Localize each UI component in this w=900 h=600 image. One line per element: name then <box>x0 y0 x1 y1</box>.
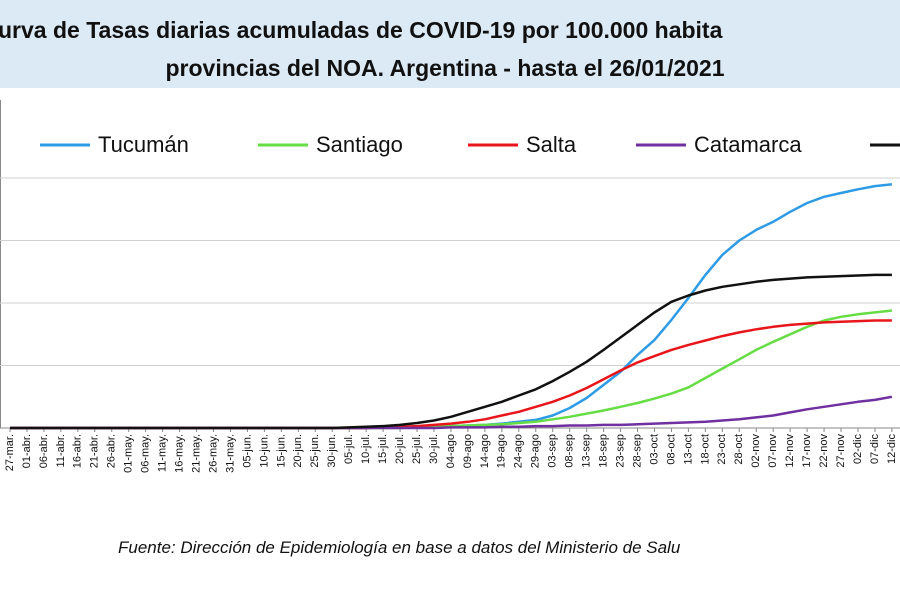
legend-label: Santiago <box>316 132 403 157</box>
x-tick-label: 23-oct <box>716 434 728 465</box>
x-tick-label: 01-abr. <box>21 434 33 468</box>
x-tick-label: 27-mar. <box>4 434 16 471</box>
x-tick-label: 25-jun. <box>309 434 321 468</box>
chart-subtitle: provincias del NOA. Argentina - hasta el… <box>165 55 724 81</box>
x-tick-label: 23-sep <box>614 434 626 468</box>
x-tick-label: 13-oct <box>682 434 694 465</box>
x-tick-label: 16-abr. <box>72 434 84 468</box>
x-tick-label: 30-jul. <box>428 434 440 464</box>
x-tick-label: 28-sep <box>631 434 643 468</box>
x-tick-label: 16-may. <box>174 434 186 473</box>
x-tick-label: 06-may. <box>140 434 152 473</box>
legend-label: Catamarca <box>694 132 802 157</box>
x-tick-label: 08-oct <box>665 434 677 465</box>
x-tick-label: 11-may. <box>157 434 169 472</box>
x-tick-label: 03-oct <box>648 434 660 465</box>
legend-label: Tucumán <box>98 132 189 157</box>
x-tick-label: 05-jun. <box>241 434 253 468</box>
x-tick-label: 21-may. <box>190 434 202 473</box>
x-tick-label: 12-nov <box>784 434 796 468</box>
x-tick-label: 24-ago <box>513 434 525 468</box>
x-tick-label: 10-jun. <box>258 434 270 468</box>
x-tick-label: 25-jul. <box>411 434 423 464</box>
x-tick-label: 02-nov <box>750 434 762 468</box>
x-tick-label: 28-oct <box>733 434 745 465</box>
x-tick-label: 18-oct <box>699 434 711 465</box>
x-tick-label: 10-jul. <box>360 434 372 464</box>
x-tick-label: 27-nov <box>835 434 847 468</box>
x-tick-label: 13-sep <box>581 434 593 468</box>
x-tick-label: 18-sep <box>598 434 610 468</box>
legend-label: Salta <box>526 132 577 157</box>
x-tick-label: 31-may. <box>224 434 236 473</box>
x-tick-label: 03-sep <box>547 434 559 468</box>
x-tick-label: 01-may. <box>123 434 135 473</box>
x-tick-label: 19-ago <box>496 434 508 468</box>
x-tick-label: 04-ago <box>445 434 457 468</box>
source-note: Fuente: Dirección de Epidemiología en ba… <box>118 538 681 557</box>
x-tick-label: 20-jun. <box>292 434 304 468</box>
x-tick-label: 30-jun. <box>326 434 338 468</box>
x-tick-label: 15-jun. <box>275 434 287 468</box>
x-tick-label: 07-dic <box>869 434 881 464</box>
x-tick-label: 12-dic <box>886 434 898 464</box>
chart-title: urva de Tasas diarias acumuladas de COVI… <box>0 17 723 43</box>
x-tick-label: 02-dic <box>852 434 864 464</box>
series-line <box>10 183 893 430</box>
x-tick-label: 11-abr. <box>55 434 67 467</box>
series-line <box>10 273 892 430</box>
x-tick-label: 26-may. <box>207 434 219 473</box>
x-tick-label: 08-sep <box>564 434 576 468</box>
x-tick-label: 17-nov <box>801 434 813 468</box>
x-tick-label: 21-abr. <box>89 434 101 468</box>
x-tick-label: 29-ago <box>530 434 542 468</box>
title-band <box>0 0 900 88</box>
x-tick-label: 06-abr. <box>38 434 50 468</box>
x-tick-label: 22-nov <box>818 434 830 468</box>
x-tick-label: 07-nov <box>767 434 779 468</box>
x-tick-label: 14-ago <box>479 434 491 468</box>
x-tick-label: 26-abr. <box>106 434 118 468</box>
x-tick-label: 05-jul. <box>343 434 355 464</box>
x-tick-label: 15-jul. <box>377 434 389 464</box>
x-tick-label: 09-ago <box>462 434 474 468</box>
x-tick-label: 20-jul. <box>394 434 406 464</box>
series-line <box>10 319 892 430</box>
